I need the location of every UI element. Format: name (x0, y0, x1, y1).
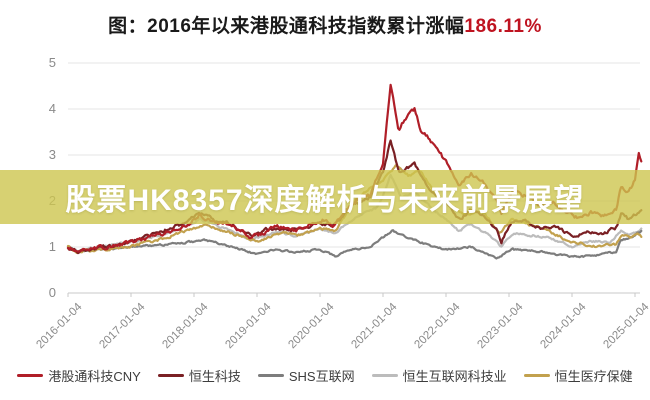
series-line-1 (66, 229, 643, 260)
legend-label: 恒生医疗保健 (554, 369, 633, 384)
legend-line-swatch (523, 373, 550, 378)
y-tick-label: 5 (48, 55, 56, 70)
y-tick-label: 3 (48, 147, 56, 162)
legend-line-swatch (371, 373, 398, 378)
watermark-banner: 股票HK8357深度解析与未来前景展望 (0, 170, 650, 224)
chart-title: 图：2016年以来港股通科技指数累计涨幅186.11% (0, 11, 650, 38)
legend-line-swatch (257, 373, 284, 378)
chart-title-percentage: 186.11% (464, 16, 542, 37)
legend-item: 港股通科技CNY (17, 366, 141, 385)
legend-item: SHS互联网 (257, 366, 355, 385)
legend-line-swatch (17, 373, 44, 378)
watermark-text: 股票HK8357深度解析与未来前景展望 (65, 184, 585, 217)
y-tick-label: 0 (48, 285, 56, 300)
legend-label: 港股通科技CNY (48, 369, 141, 384)
y-tick-label: 4 (48, 101, 56, 116)
legend-item: 恒生互联网科技业 (371, 366, 507, 385)
legend-item: 恒生科技 (157, 366, 241, 385)
legend-line-swatch (157, 373, 184, 378)
legend-item: 恒生医疗保健 (523, 366, 633, 385)
chart-legend: 港股通科技CNY 恒生科技 SHS互联网 恒生互联网科技业 恒生医疗保健 (0, 366, 650, 385)
legend-label: 恒生互联网科技业 (402, 369, 507, 384)
legend-label: 恒生科技 (188, 369, 241, 384)
y-tick-label: 1 (48, 239, 56, 254)
legend-label: SHS互联网 (288, 369, 355, 384)
chart-title-text: 图：2016年以来港股通科技指数累计涨幅 (108, 16, 465, 37)
